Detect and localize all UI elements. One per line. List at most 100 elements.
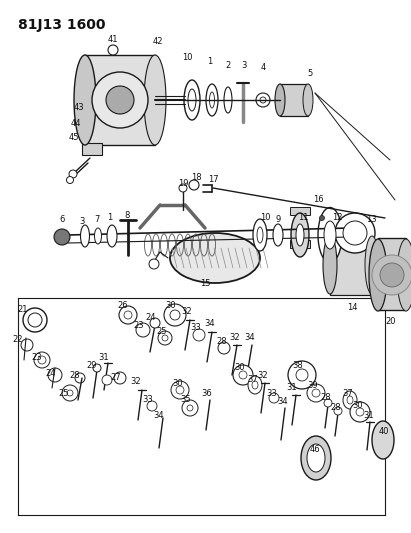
Ellipse shape	[369, 239, 387, 311]
Ellipse shape	[301, 436, 331, 480]
Circle shape	[102, 375, 112, 385]
Ellipse shape	[170, 233, 260, 283]
Ellipse shape	[303, 84, 313, 116]
Circle shape	[182, 400, 198, 416]
Circle shape	[69, 170, 77, 178]
Text: 1: 1	[107, 214, 113, 222]
Circle shape	[334, 407, 342, 415]
Circle shape	[372, 255, 411, 295]
Text: 28: 28	[331, 403, 341, 413]
Text: 10: 10	[260, 214, 270, 222]
Circle shape	[176, 386, 184, 394]
Circle shape	[179, 184, 187, 192]
Ellipse shape	[188, 89, 196, 111]
Text: 19: 19	[178, 179, 188, 188]
Ellipse shape	[206, 84, 218, 116]
Text: 34: 34	[205, 319, 215, 328]
Text: 32: 32	[131, 377, 141, 386]
Ellipse shape	[107, 225, 117, 247]
Circle shape	[296, 369, 308, 381]
Text: 37: 37	[343, 389, 353, 398]
Text: 40: 40	[379, 427, 389, 437]
Circle shape	[93, 364, 101, 372]
Text: 25: 25	[59, 389, 69, 398]
Text: 25: 25	[157, 327, 167, 336]
Text: 23: 23	[32, 353, 42, 362]
Circle shape	[106, 86, 134, 114]
Circle shape	[233, 365, 253, 385]
Text: 31: 31	[364, 411, 374, 421]
Ellipse shape	[248, 376, 262, 394]
Ellipse shape	[144, 55, 166, 145]
Circle shape	[164, 304, 186, 326]
Text: 30: 30	[166, 301, 176, 310]
Circle shape	[67, 390, 73, 396]
Ellipse shape	[210, 92, 215, 108]
Ellipse shape	[252, 381, 258, 389]
Circle shape	[158, 331, 172, 345]
Circle shape	[312, 389, 320, 397]
Text: 5: 5	[307, 69, 313, 78]
Circle shape	[114, 372, 126, 384]
Bar	[330, 237, 372, 295]
Text: 24: 24	[46, 369, 56, 378]
Text: 39: 39	[308, 382, 318, 391]
Text: 30: 30	[235, 364, 245, 373]
Text: 35: 35	[181, 395, 191, 405]
Text: 26: 26	[118, 302, 128, 311]
Text: 18: 18	[191, 174, 201, 182]
Circle shape	[62, 385, 78, 401]
Text: 20: 20	[386, 318, 396, 327]
Circle shape	[288, 361, 316, 389]
Ellipse shape	[273, 224, 283, 246]
Text: 28: 28	[70, 370, 80, 379]
Ellipse shape	[343, 391, 357, 409]
Text: 9: 9	[275, 215, 281, 224]
Bar	[290, 207, 310, 215]
Circle shape	[124, 311, 132, 319]
Ellipse shape	[81, 225, 90, 247]
Bar	[280, 84, 308, 116]
Ellipse shape	[184, 80, 200, 120]
Circle shape	[48, 368, 62, 382]
Text: 28: 28	[217, 337, 227, 346]
Circle shape	[307, 384, 325, 402]
Circle shape	[108, 45, 118, 55]
Ellipse shape	[307, 444, 325, 472]
Circle shape	[380, 263, 404, 287]
Circle shape	[218, 342, 230, 354]
Circle shape	[343, 221, 367, 245]
Ellipse shape	[372, 421, 394, 459]
Text: 33: 33	[143, 395, 153, 405]
Text: 32: 32	[230, 333, 240, 342]
Text: 41: 41	[108, 36, 118, 44]
Text: 22: 22	[13, 335, 23, 344]
Circle shape	[38, 356, 46, 364]
Text: 21: 21	[18, 305, 28, 314]
Text: 14: 14	[347, 303, 357, 312]
Circle shape	[335, 213, 375, 253]
Text: 30: 30	[353, 400, 363, 409]
Ellipse shape	[296, 224, 304, 246]
Circle shape	[189, 180, 199, 190]
Circle shape	[319, 215, 325, 221]
Bar	[290, 240, 310, 248]
Ellipse shape	[324, 221, 336, 249]
Circle shape	[21, 339, 33, 351]
Text: 4: 4	[261, 63, 266, 72]
Circle shape	[171, 381, 189, 399]
Text: 46: 46	[309, 446, 320, 455]
Text: 30: 30	[173, 378, 183, 387]
Ellipse shape	[28, 313, 42, 327]
Text: 33: 33	[267, 389, 277, 398]
Text: 6: 6	[59, 215, 65, 224]
Circle shape	[162, 335, 168, 341]
Circle shape	[54, 229, 70, 245]
Ellipse shape	[224, 87, 232, 113]
Ellipse shape	[95, 228, 102, 244]
Text: 43: 43	[74, 103, 84, 112]
Circle shape	[119, 306, 137, 324]
Text: 24: 24	[146, 313, 156, 322]
Ellipse shape	[347, 396, 353, 404]
Ellipse shape	[257, 227, 263, 243]
